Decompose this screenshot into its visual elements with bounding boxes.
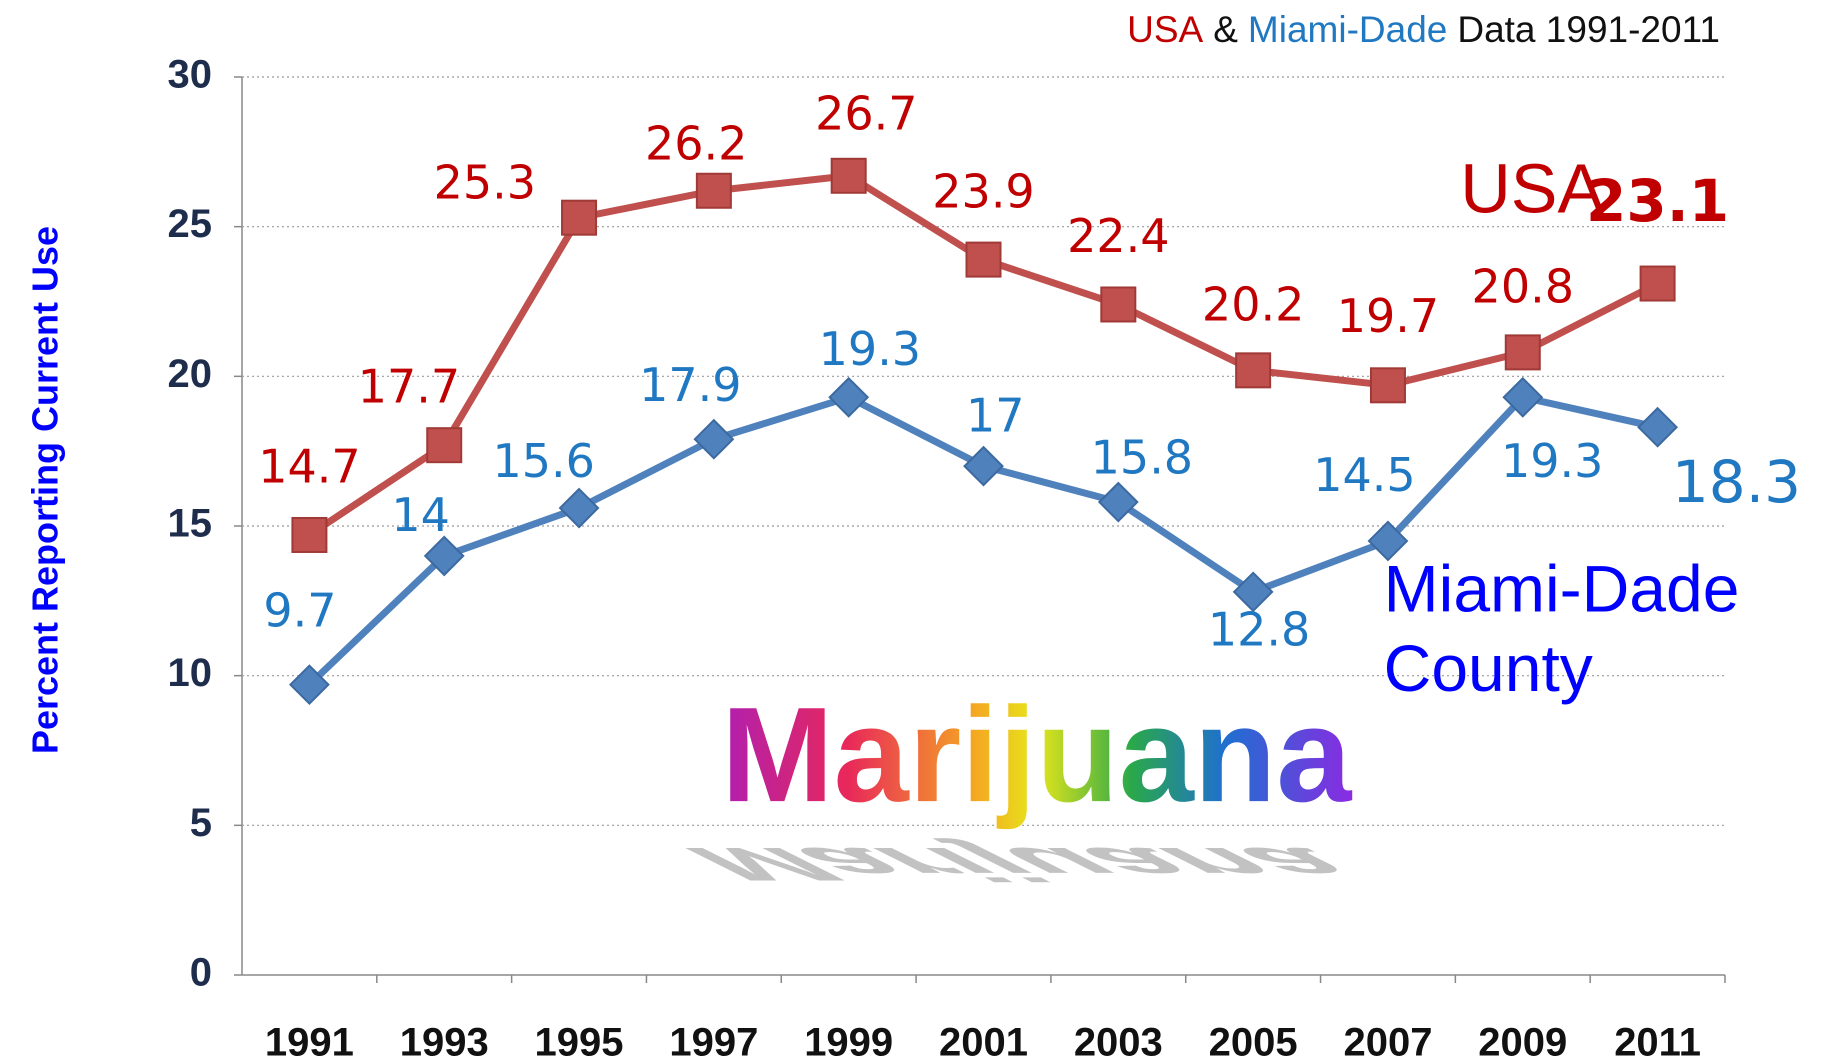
marker — [423, 535, 465, 577]
data-label: 26.2 — [645, 117, 747, 171]
marker — [965, 241, 1002, 278]
data-label: 17.9 — [639, 358, 741, 412]
x-tick-label: 1991 — [265, 1021, 354, 1059]
data-label: 20.8 — [1472, 259, 1574, 313]
x-tick-label: 2009 — [1478, 1021, 1567, 1059]
marker — [1502, 376, 1544, 418]
data-label: 26.7 — [815, 86, 917, 140]
data-label: 14.5 — [1313, 448, 1415, 502]
y-tick-label: 0 — [190, 951, 212, 995]
marker — [830, 157, 867, 194]
series-name: USA — [1460, 150, 1604, 228]
title-part: Data 1991-2011 — [1457, 9, 1720, 50]
data-label: 19.7 — [1337, 289, 1439, 343]
data-label: 14.7 — [258, 440, 360, 494]
marker — [288, 664, 330, 706]
marker — [1639, 265, 1676, 302]
y-tick-label: 25 — [168, 202, 213, 246]
x-tick-label: 1999 — [804, 1021, 893, 1059]
data-label: 19.3 — [819, 322, 921, 376]
data-label: 23.9 — [932, 164, 1034, 218]
data-label: 15.6 — [493, 434, 595, 488]
y-tick-label: 10 — [168, 651, 213, 695]
marker — [561, 199, 598, 236]
y-tick-label: 15 — [168, 502, 213, 546]
marker — [1637, 406, 1679, 448]
marker — [1504, 334, 1541, 371]
marker — [558, 487, 600, 529]
data-label: 20.2 — [1202, 277, 1304, 331]
marker — [1097, 481, 1139, 523]
annotation: Marijuana — [721, 679, 1352, 830]
y-tick-label: 5 — [190, 801, 212, 845]
x-tick-label: 2007 — [1343, 1021, 1432, 1059]
data-label: 17.7 — [358, 359, 460, 413]
series-name-line: Miami-Dade — [1384, 552, 1740, 626]
x-tick-label: 1993 — [400, 1021, 489, 1059]
data-label: 25.3 — [434, 155, 536, 209]
x-tick-label: 2003 — [1074, 1021, 1163, 1059]
series-name: Miami-Dade County — [1384, 552, 1740, 705]
x-tick-label: 2005 — [1209, 1021, 1298, 1059]
marker — [1369, 367, 1406, 404]
x-tick-label: 1995 — [535, 1021, 624, 1059]
data-label: 15.8 — [1091, 430, 1193, 484]
data-label: 22.4 — [1067, 209, 1169, 263]
marker — [693, 418, 735, 460]
title-part: Miami-Dade — [1248, 9, 1447, 50]
x-tick-label: 2011 — [1614, 1021, 1701, 1059]
marker — [1367, 520, 1409, 562]
data-label: 23.1 — [1586, 167, 1729, 235]
y-axis-label: Percent Reporting Current Use — [25, 226, 66, 754]
title-part: & — [1213, 9, 1238, 50]
marker — [695, 172, 732, 209]
series-name-line: County — [1384, 631, 1593, 705]
data-label: 12.8 — [1208, 603, 1310, 657]
marker — [291, 516, 328, 553]
data-label: 9.7 — [263, 583, 336, 637]
y-tick-label: 30 — [168, 53, 213, 97]
series-name-line: USA — [1460, 150, 1604, 228]
data-label: 19.3 — [1501, 434, 1603, 488]
marker — [1235, 352, 1272, 389]
annotation-reflection: Marijuana — [656, 838, 1394, 891]
marker — [426, 427, 463, 464]
y-tick-label: 20 — [168, 352, 213, 396]
x-tick-label: 2001 — [939, 1021, 1028, 1059]
data-label: 18.3 — [1672, 448, 1801, 516]
marker — [828, 376, 870, 418]
data-label: 14 — [391, 488, 450, 542]
marker — [963, 445, 1004, 487]
data-label: 17 — [966, 389, 1025, 443]
marker — [1232, 571, 1274, 613]
x-tick-label: 1997 — [669, 1021, 758, 1059]
chart-title: USA & Miami-Dade Data 1991-2011 — [1127, 9, 1720, 50]
marker — [1100, 286, 1137, 323]
title-part: USA — [1127, 9, 1203, 50]
